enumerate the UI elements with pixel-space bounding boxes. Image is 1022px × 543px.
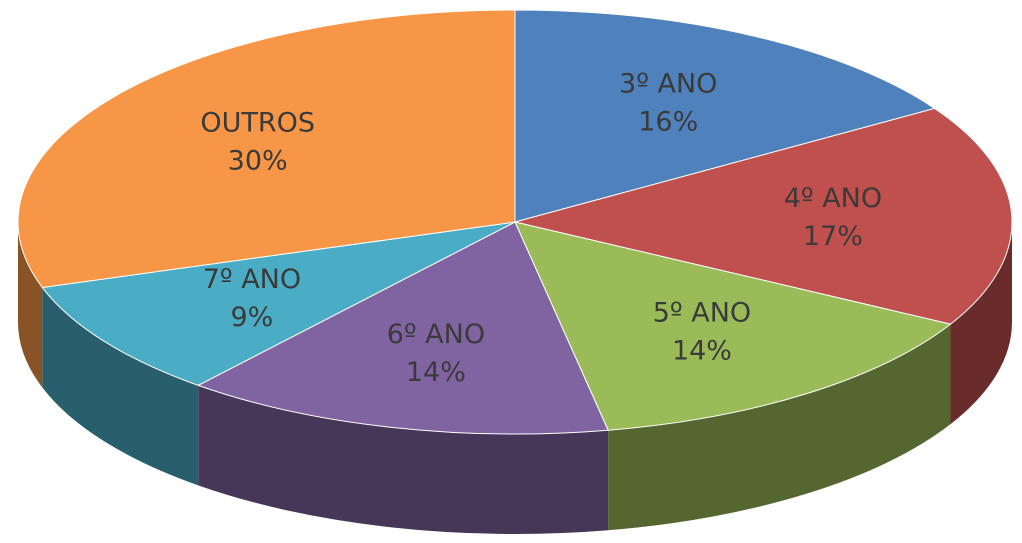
slice-top xyxy=(17,9,516,289)
slice-top xyxy=(514,9,936,223)
slice-side xyxy=(198,385,609,534)
pie-slice xyxy=(514,9,936,223)
slice-label: 3º ANO xyxy=(619,69,717,100)
slice-label: 7º ANO xyxy=(203,264,301,295)
pie-slice xyxy=(514,107,1013,425)
slice-top xyxy=(196,221,609,435)
slice-top xyxy=(41,221,516,386)
slice-top xyxy=(514,107,1013,325)
pie-slice xyxy=(17,9,516,388)
slice-label: 6º ANO xyxy=(387,319,485,350)
slice-value-label: 14% xyxy=(406,357,466,388)
slice-label: 5º ANO xyxy=(653,297,751,328)
slice-label: OUTROS xyxy=(200,108,315,139)
pie-slice xyxy=(196,221,609,534)
slice-side xyxy=(18,222,43,388)
slice-side xyxy=(950,222,1012,425)
pie-slice xyxy=(41,221,516,486)
slice-side xyxy=(42,287,199,486)
slice-top xyxy=(514,221,952,431)
slice-value-label: 9% xyxy=(231,302,274,333)
slice-label: 4º ANO xyxy=(784,183,882,214)
slice-value-label: 30% xyxy=(228,146,288,177)
slice-value-label: 17% xyxy=(803,221,863,252)
slice-value-label: 16% xyxy=(638,107,698,138)
pie-slice xyxy=(514,221,952,531)
slice-value-label: 14% xyxy=(672,335,732,366)
slice-side xyxy=(608,324,951,531)
